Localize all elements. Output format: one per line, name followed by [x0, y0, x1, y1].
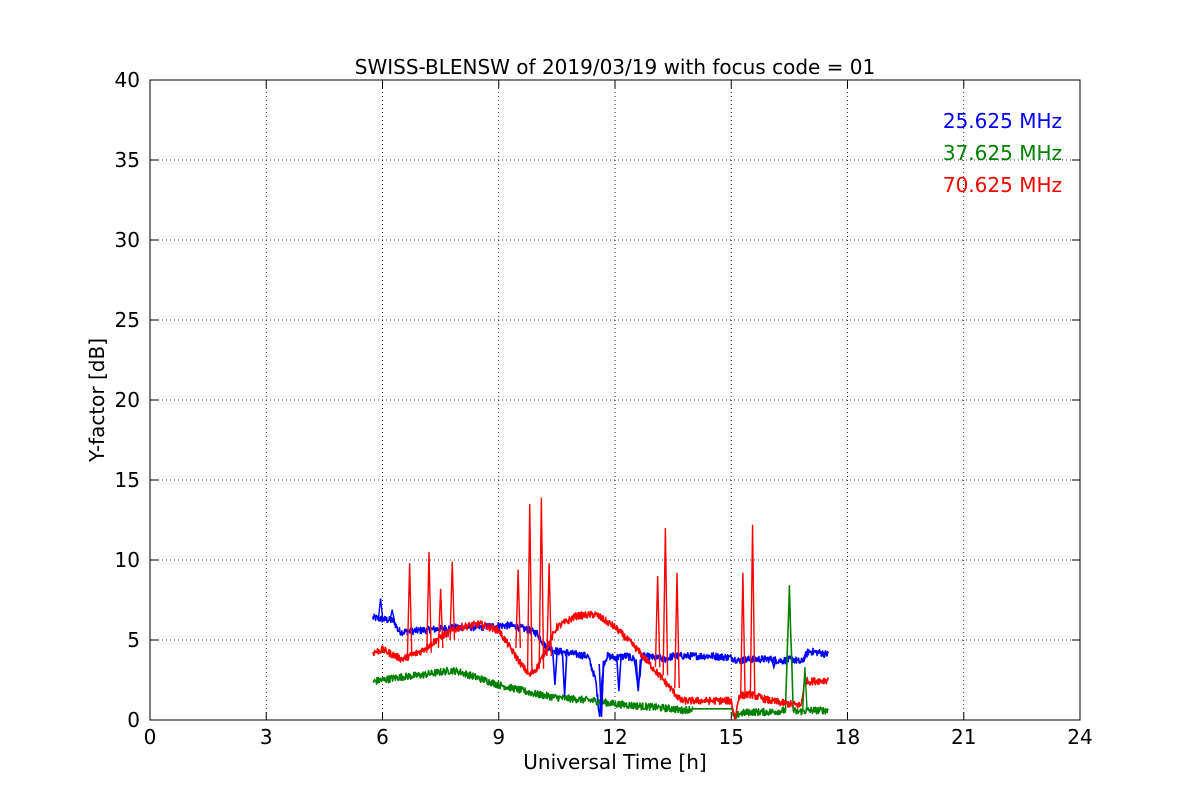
series-spike	[654, 575, 661, 668]
x-tick-label: 9	[492, 725, 505, 749]
series-dip	[561, 652, 568, 697]
y-tick-label: 20	[115, 388, 140, 412]
legend-entry-70-625: 70.625 MHz	[943, 173, 1062, 197]
series-spike	[546, 563, 553, 657]
legend-entry-25-625: 25.625 MHz	[943, 109, 1062, 133]
grid-lines	[150, 80, 1080, 720]
series-spike	[377, 598, 384, 620]
series-dip	[770, 658, 777, 671]
series-spike	[389, 609, 396, 621]
series-spike	[801, 667, 808, 711]
x-tick-label: 12	[602, 725, 627, 749]
legend: 25.625 MHz 37.625 MHz 70.625 MHz	[943, 109, 1062, 197]
series-spike	[749, 524, 756, 695]
series-70-625-mhz	[372, 610, 829, 720]
series-spike	[538, 497, 545, 669]
series-spike	[662, 527, 669, 676]
data-series	[372, 497, 829, 720]
y-tick-label: 30	[115, 228, 140, 252]
y-tick-label: 25	[115, 308, 140, 332]
series-spike	[526, 503, 533, 673]
y-tick-label: 5	[127, 628, 140, 652]
x-tick-label: 21	[951, 725, 976, 749]
y-tick-label: 15	[115, 468, 140, 492]
x-tick-label: 6	[376, 725, 389, 749]
y-tick-label: 35	[115, 148, 140, 172]
x-tick-label: 24	[1067, 725, 1092, 749]
chart-title: SWISS-BLENSW of 2019/03/19 with focus co…	[355, 55, 876, 79]
series-spike	[426, 551, 432, 653]
series-spike	[437, 588, 444, 649]
series-dip	[598, 663, 605, 717]
x-tick-label: 3	[260, 725, 273, 749]
y-axis-label: Y-factor [dB]	[85, 338, 109, 463]
y-tick-label: 10	[115, 548, 140, 572]
legend-entry-37-625: 37.625 MHz	[943, 141, 1062, 165]
series-dip	[635, 659, 642, 692]
series-spike	[449, 561, 456, 641]
series-spike	[674, 572, 680, 689]
y-tick-label: 0	[127, 708, 140, 732]
series-dip	[551, 651, 558, 685]
series-37-625-mhz	[372, 584, 829, 720]
series-spike	[739, 572, 746, 697]
series-spike	[515, 569, 522, 649]
x-tick-label: 0	[144, 725, 157, 749]
x-tick-label: 15	[719, 725, 744, 749]
x-tick-label: 18	[835, 725, 860, 749]
y-tick-label: 40	[115, 68, 140, 92]
x-axis-label: Universal Time [h]	[523, 750, 706, 774]
series-dip	[615, 655, 622, 692]
axis-ticks: 0 3 6 9 12 15 18 21 24 0 5 10 15 20 25 30 35 40	[115, 68, 1093, 749]
series-line	[372, 584, 829, 720]
series-spike	[406, 563, 413, 657]
series-line	[372, 610, 829, 720]
